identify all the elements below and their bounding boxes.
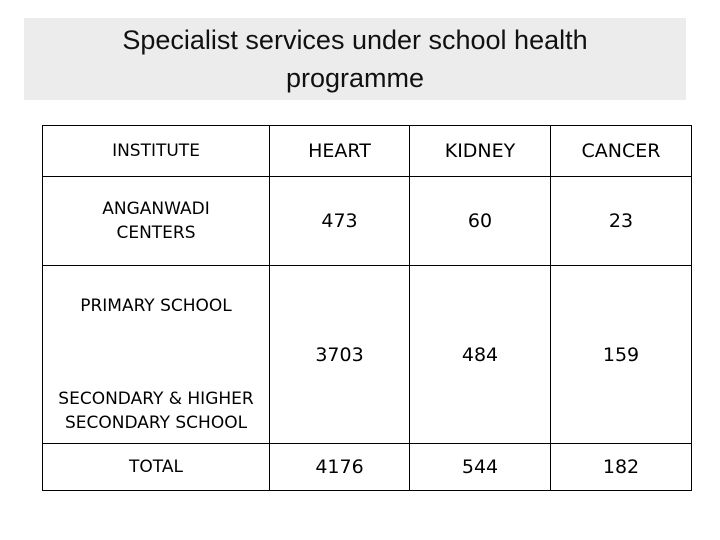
table-row: ANGANWADI CENTERS 473 60 23 [42, 176, 692, 266]
cell-heart-total: 4176 [269, 443, 410, 491]
cell-institute-secondary: SECONDARY & HIGHER SECONDARY SCHOOL [42, 345, 270, 444]
header-heart: HEART [269, 125, 410, 177]
cell-heart-schools: 3703 [269, 265, 410, 444]
cell-institute-primary: PRIMARY SCHOOL [42, 265, 270, 346]
services-table: INSTITUTE HEART KIDNEY CANCER ANGANWADI … [42, 125, 692, 491]
cell-cancer-schools: 159 [550, 265, 692, 444]
cell-kidney-total: 544 [409, 443, 551, 491]
table-row: PRIMARY SCHOOL 3703 484 159 [42, 265, 692, 444]
cell-cancer-anganwadi: 23 [550, 176, 692, 266]
header-kidney: KIDNEY [409, 125, 551, 177]
cell-kidney-anganwadi: 60 [409, 176, 551, 266]
header-cancer: CANCER [550, 125, 692, 177]
header-institute: INSTITUTE [42, 125, 270, 177]
cell-institute-total: TOTAL [42, 443, 270, 491]
cell-kidney-schools: 484 [409, 265, 551, 444]
cell-cancer-total: 182 [550, 443, 692, 491]
table-row: SECONDARY & HIGHER SECONDARY SCHOOL [42, 345, 692, 444]
page-title: Specialist services under school health … [122, 25, 588, 93]
cell-heart-anganwadi: 473 [269, 176, 410, 266]
table-header-row: INSTITUTE HEART KIDNEY CANCER [42, 125, 692, 177]
title-banner: Specialist services under school health … [24, 18, 686, 100]
table-row-total: TOTAL 4176 544 182 [42, 443, 692, 491]
cell-institute-anganwadi: ANGANWADI CENTERS [42, 176, 270, 266]
